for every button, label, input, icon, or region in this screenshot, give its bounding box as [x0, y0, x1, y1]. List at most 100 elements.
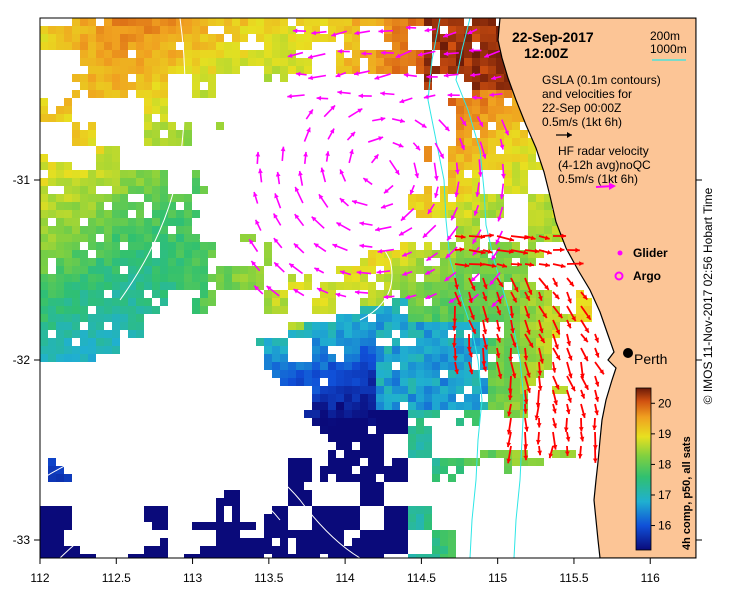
sst-pixel — [280, 34, 288, 42]
sst-pixel — [456, 146, 464, 154]
gsla-arrow — [405, 25, 417, 31]
sst-pixel — [424, 50, 432, 58]
sst-pixel — [464, 202, 472, 210]
sst-pixel — [104, 346, 112, 354]
sst-pixel — [200, 298, 208, 306]
sst-pixel — [160, 178, 168, 186]
sst-pixel — [512, 186, 520, 194]
sst-pixel — [392, 522, 400, 530]
sst-pixel — [104, 26, 112, 34]
sst-pixel — [304, 458, 312, 466]
sst-pixel — [416, 58, 424, 66]
sst-pixel — [80, 266, 88, 274]
sst-pixel — [544, 210, 552, 218]
sst-pixel — [88, 138, 96, 146]
sst-pixel — [88, 346, 96, 354]
sst-pixel — [336, 514, 344, 522]
sst-pixel — [312, 546, 320, 554]
sst-pixel — [120, 234, 128, 242]
sst-pixel — [312, 538, 320, 546]
sst-pixel — [120, 74, 128, 82]
sst-pixel — [488, 210, 496, 218]
sst-pixel — [496, 362, 504, 370]
sst-pixel — [352, 370, 360, 378]
sst-pixel — [56, 522, 64, 530]
gsla-arrow — [313, 242, 327, 253]
sst-pixel — [424, 426, 432, 434]
isobath-legend-1000m: 1000m — [650, 42, 687, 56]
sst-pixel — [432, 322, 440, 330]
sst-pixel — [136, 282, 144, 290]
sst-pixel — [472, 122, 480, 130]
sst-pixel — [280, 298, 288, 306]
sst-pixel — [408, 378, 416, 386]
sst-pixel — [144, 274, 152, 282]
sst-pixel — [392, 298, 400, 306]
sst-pixel — [112, 274, 120, 282]
sst-pixel — [104, 282, 112, 290]
sst-pixel — [368, 258, 376, 266]
gsla-arrow — [335, 71, 347, 78]
sst-pixel — [152, 218, 160, 226]
sst-pixel — [80, 226, 88, 234]
sst-pixel — [264, 338, 272, 346]
hf-radar-arrow — [552, 319, 561, 335]
sst-pixel — [216, 42, 224, 50]
hf-radar-arrow — [496, 235, 515, 242]
gsla-arrow — [454, 181, 460, 198]
sst-pixel — [296, 530, 304, 538]
sst-pixel — [128, 226, 136, 234]
gsla-arrow — [266, 285, 280, 297]
sst-pixel — [400, 418, 408, 426]
sst-pixel — [72, 130, 80, 138]
hf-radar-arrow — [524, 262, 535, 268]
hf-radar-arrow — [552, 333, 559, 350]
sst-pixel — [96, 178, 104, 186]
sst-pixel — [216, 266, 224, 274]
sst-pixel — [216, 522, 224, 530]
sst-pixel — [336, 394, 344, 402]
sst-pixel — [144, 186, 152, 194]
sst-pixel — [360, 306, 368, 314]
sst-pixel — [328, 18, 336, 26]
sst-pixel — [464, 346, 472, 354]
sst-pixel — [280, 346, 288, 354]
sst-pixel — [376, 530, 384, 538]
sst-pixel — [232, 66, 240, 74]
sst-pixel — [416, 282, 424, 290]
sst-pixel — [480, 106, 488, 114]
sst-pixel — [160, 106, 168, 114]
sst-pixel — [56, 242, 64, 250]
sst-pixel — [464, 458, 472, 466]
sst-pixel — [160, 138, 168, 146]
sst-pixel — [456, 282, 464, 290]
sst-pixel — [160, 58, 168, 66]
sst-pixel — [392, 266, 400, 274]
hf-radar-arrow — [564, 445, 570, 456]
sst-pixel — [520, 386, 528, 394]
sst-pixel — [104, 242, 112, 250]
sst-pixel — [296, 466, 304, 474]
sst-pixel — [208, 50, 216, 58]
sst-pixel — [456, 122, 464, 130]
sst-pixel — [328, 434, 336, 442]
sst-pixel — [512, 394, 520, 402]
sst-pixel — [520, 162, 528, 170]
sst-pixel — [328, 354, 336, 362]
sst-pixel — [512, 322, 520, 330]
sst-pixel — [56, 506, 64, 514]
sst-pixel — [136, 234, 144, 242]
sst-pixel — [504, 90, 512, 98]
sst-pixel — [384, 266, 392, 274]
sst-pixel — [304, 274, 312, 282]
sst-pixel — [424, 442, 432, 450]
gsla-arrow — [293, 288, 305, 297]
sst-pixel — [64, 114, 72, 122]
sst-pixel — [368, 410, 376, 418]
sst-pixel — [248, 266, 256, 274]
sst-pixel — [376, 442, 384, 450]
sst-pixel — [184, 138, 192, 146]
sst-pixel — [144, 242, 152, 250]
sst-pixel — [520, 298, 528, 306]
sst-pixel — [72, 282, 80, 290]
